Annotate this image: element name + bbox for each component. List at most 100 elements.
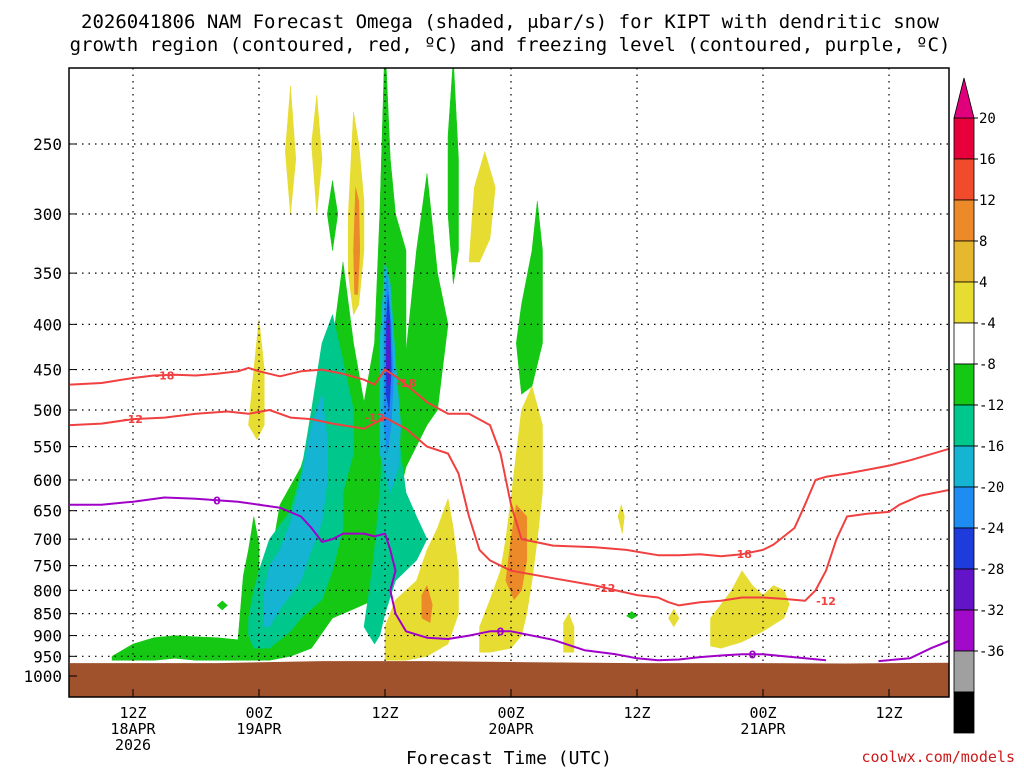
dotted-grid [69,68,949,697]
omega-region-0 [111,68,449,661]
colorbar-swatch-7 [953,404,975,447]
x-tick-label-12-1: 12Z [119,704,146,722]
contour-label-neg12-0: -12 [123,413,143,426]
contour-label-neg18-1: -18 [396,377,416,390]
omega-region-21 [479,385,543,653]
colorbar-swatch-1 [953,158,975,201]
y-tick-label-950: 950 [33,647,62,666]
omega-region-2 [516,200,543,395]
colorbar-swatch-10 [953,527,975,570]
x-tick-label-84-1: 12Z [875,704,902,722]
colorbar-label-10: -24 [979,521,1004,537]
omega-region-1 [447,68,459,284]
omega-region-26 [668,608,680,628]
colorbar-top-arrow [953,77,975,119]
colorbar-label-8: -16 [979,439,1004,455]
contour-neg12 [69,409,949,607]
x-tick-label-12-3: 2026 [115,736,151,754]
x-tick-label-12-2: 18APR [110,720,156,738]
colorbar-swatch-3 [953,240,975,283]
omega-region-5 [626,611,638,620]
omega-region-8 [264,394,328,628]
omega-region-23 [563,613,575,653]
colorbar-swatch-4 [953,281,975,324]
contour-label-neg18-0: -18 [155,369,175,382]
omega-region-13 [285,86,297,215]
x-tick-label-60-1: 12Z [623,704,650,722]
colorbar-swatch-9 [953,486,975,529]
omega-region-12 [386,319,390,387]
colorbar-label-3: 8 [979,234,987,250]
colorbar-label-13: -36 [979,644,1004,660]
x-tick-label-48-1: 00Z [497,704,524,722]
colorbar-label-11: -28 [979,562,1004,578]
x-axis-label: Forecast Time (UTC) [406,748,612,768]
contour-label-neg12-2: -12 [596,582,616,595]
contour-neg18 [69,366,949,558]
omega-region-20 [421,584,433,623]
colorbar-swatch-13 [953,650,975,693]
chart-title-line2: growth region (contoured, red, ºC) and f… [70,34,951,56]
omega-region-24 [617,503,625,534]
y-tick-label-850: 850 [33,605,62,624]
y-tick-label-800: 800 [33,581,62,600]
colorbar-swatch-0 [953,117,975,160]
contour-label-neg12-1: -12 [365,412,385,425]
colorbar-swatch-2 [953,199,975,242]
contour-label-zero-2: 0 [749,648,757,661]
contours: -18 -18 -18 -12 -12 -12 -12 0 0 0 [69,366,949,663]
contour-label-neg12-3: -12 [816,595,836,608]
colorbar-label-12: -32 [979,603,1004,619]
colorbar-label-7: -12 [979,398,1004,414]
credit-text: coolwx.com/models [861,748,1015,766]
colorbar-swatch-12 [953,609,975,652]
colorbar-swatch-14 [953,691,975,734]
colorbar-label-9: -20 [979,480,1004,496]
x-tick-label-24-1: 00Z [245,704,272,722]
y-tick-label-750: 750 [33,557,62,576]
y-tick-label-600: 600 [33,471,62,490]
y-tick-label-300: 300 [33,205,62,224]
contour-label-zero-0: 0 [213,495,221,508]
colorbar-label-0: 20 [979,111,996,127]
terrain-band [69,661,949,697]
plot-frame [68,67,950,698]
y-tick-label-400: 400 [33,315,62,334]
y-tick-label-350: 350 [33,264,62,283]
colorbar-swatch-11 [953,568,975,611]
y-tick-label-550: 550 [33,438,62,457]
x-tick-label-48-2: 20APR [488,720,534,738]
y-axis: 250 300 350 400 450 500 550 600 650 700 750 800 850 9… [23,135,77,686]
x-tick-label-36-1: 12Z [371,704,398,722]
x-tick-label-72-1: 00Z [749,704,776,722]
contour-label-zero-1: 0 [497,625,505,638]
omega-region-14 [311,94,323,215]
colorbar-label-4: 4 [979,275,987,291]
y-tick-label-1000: 1000 [23,667,62,686]
y-tick-label-700: 700 [33,530,62,549]
colorbar-swatch-8 [953,445,975,488]
y-tick-label-250: 250 [33,135,62,154]
x-tick-label-24-2: 19APR [236,720,282,738]
contour-label-neg18-2: -18 [732,548,752,561]
y-tick-label-900: 900 [33,627,62,646]
terrain-ground [69,661,949,697]
contour-zero-segment2 [878,639,949,663]
omega-region-4 [216,600,228,611]
omega-shading [111,68,790,661]
colorbar-swatch-6 [953,363,975,406]
colorbar-label-2: 12 [979,193,996,209]
colorbar-swatch-5 [953,322,975,365]
colorbar-label-5: -4 [979,316,996,332]
colorbar-label-6: -8 [979,357,996,373]
colorbar-label-1: 16 [979,152,996,168]
omega-region-7 [363,324,428,645]
plot-area: -18 -18 -18 -12 -12 -12 -12 0 0 0 [69,68,949,697]
y-tick-label-450: 450 [33,361,62,380]
y-tick-label-500: 500 [33,401,62,420]
colorbar: 20 16 12 8 4 -4 -8 -12 -16 -20 -24 -28 -32 -36 [953,77,1004,734]
omega-region-18 [468,150,496,263]
x-tick-label-72-2: 21APR [740,720,786,738]
